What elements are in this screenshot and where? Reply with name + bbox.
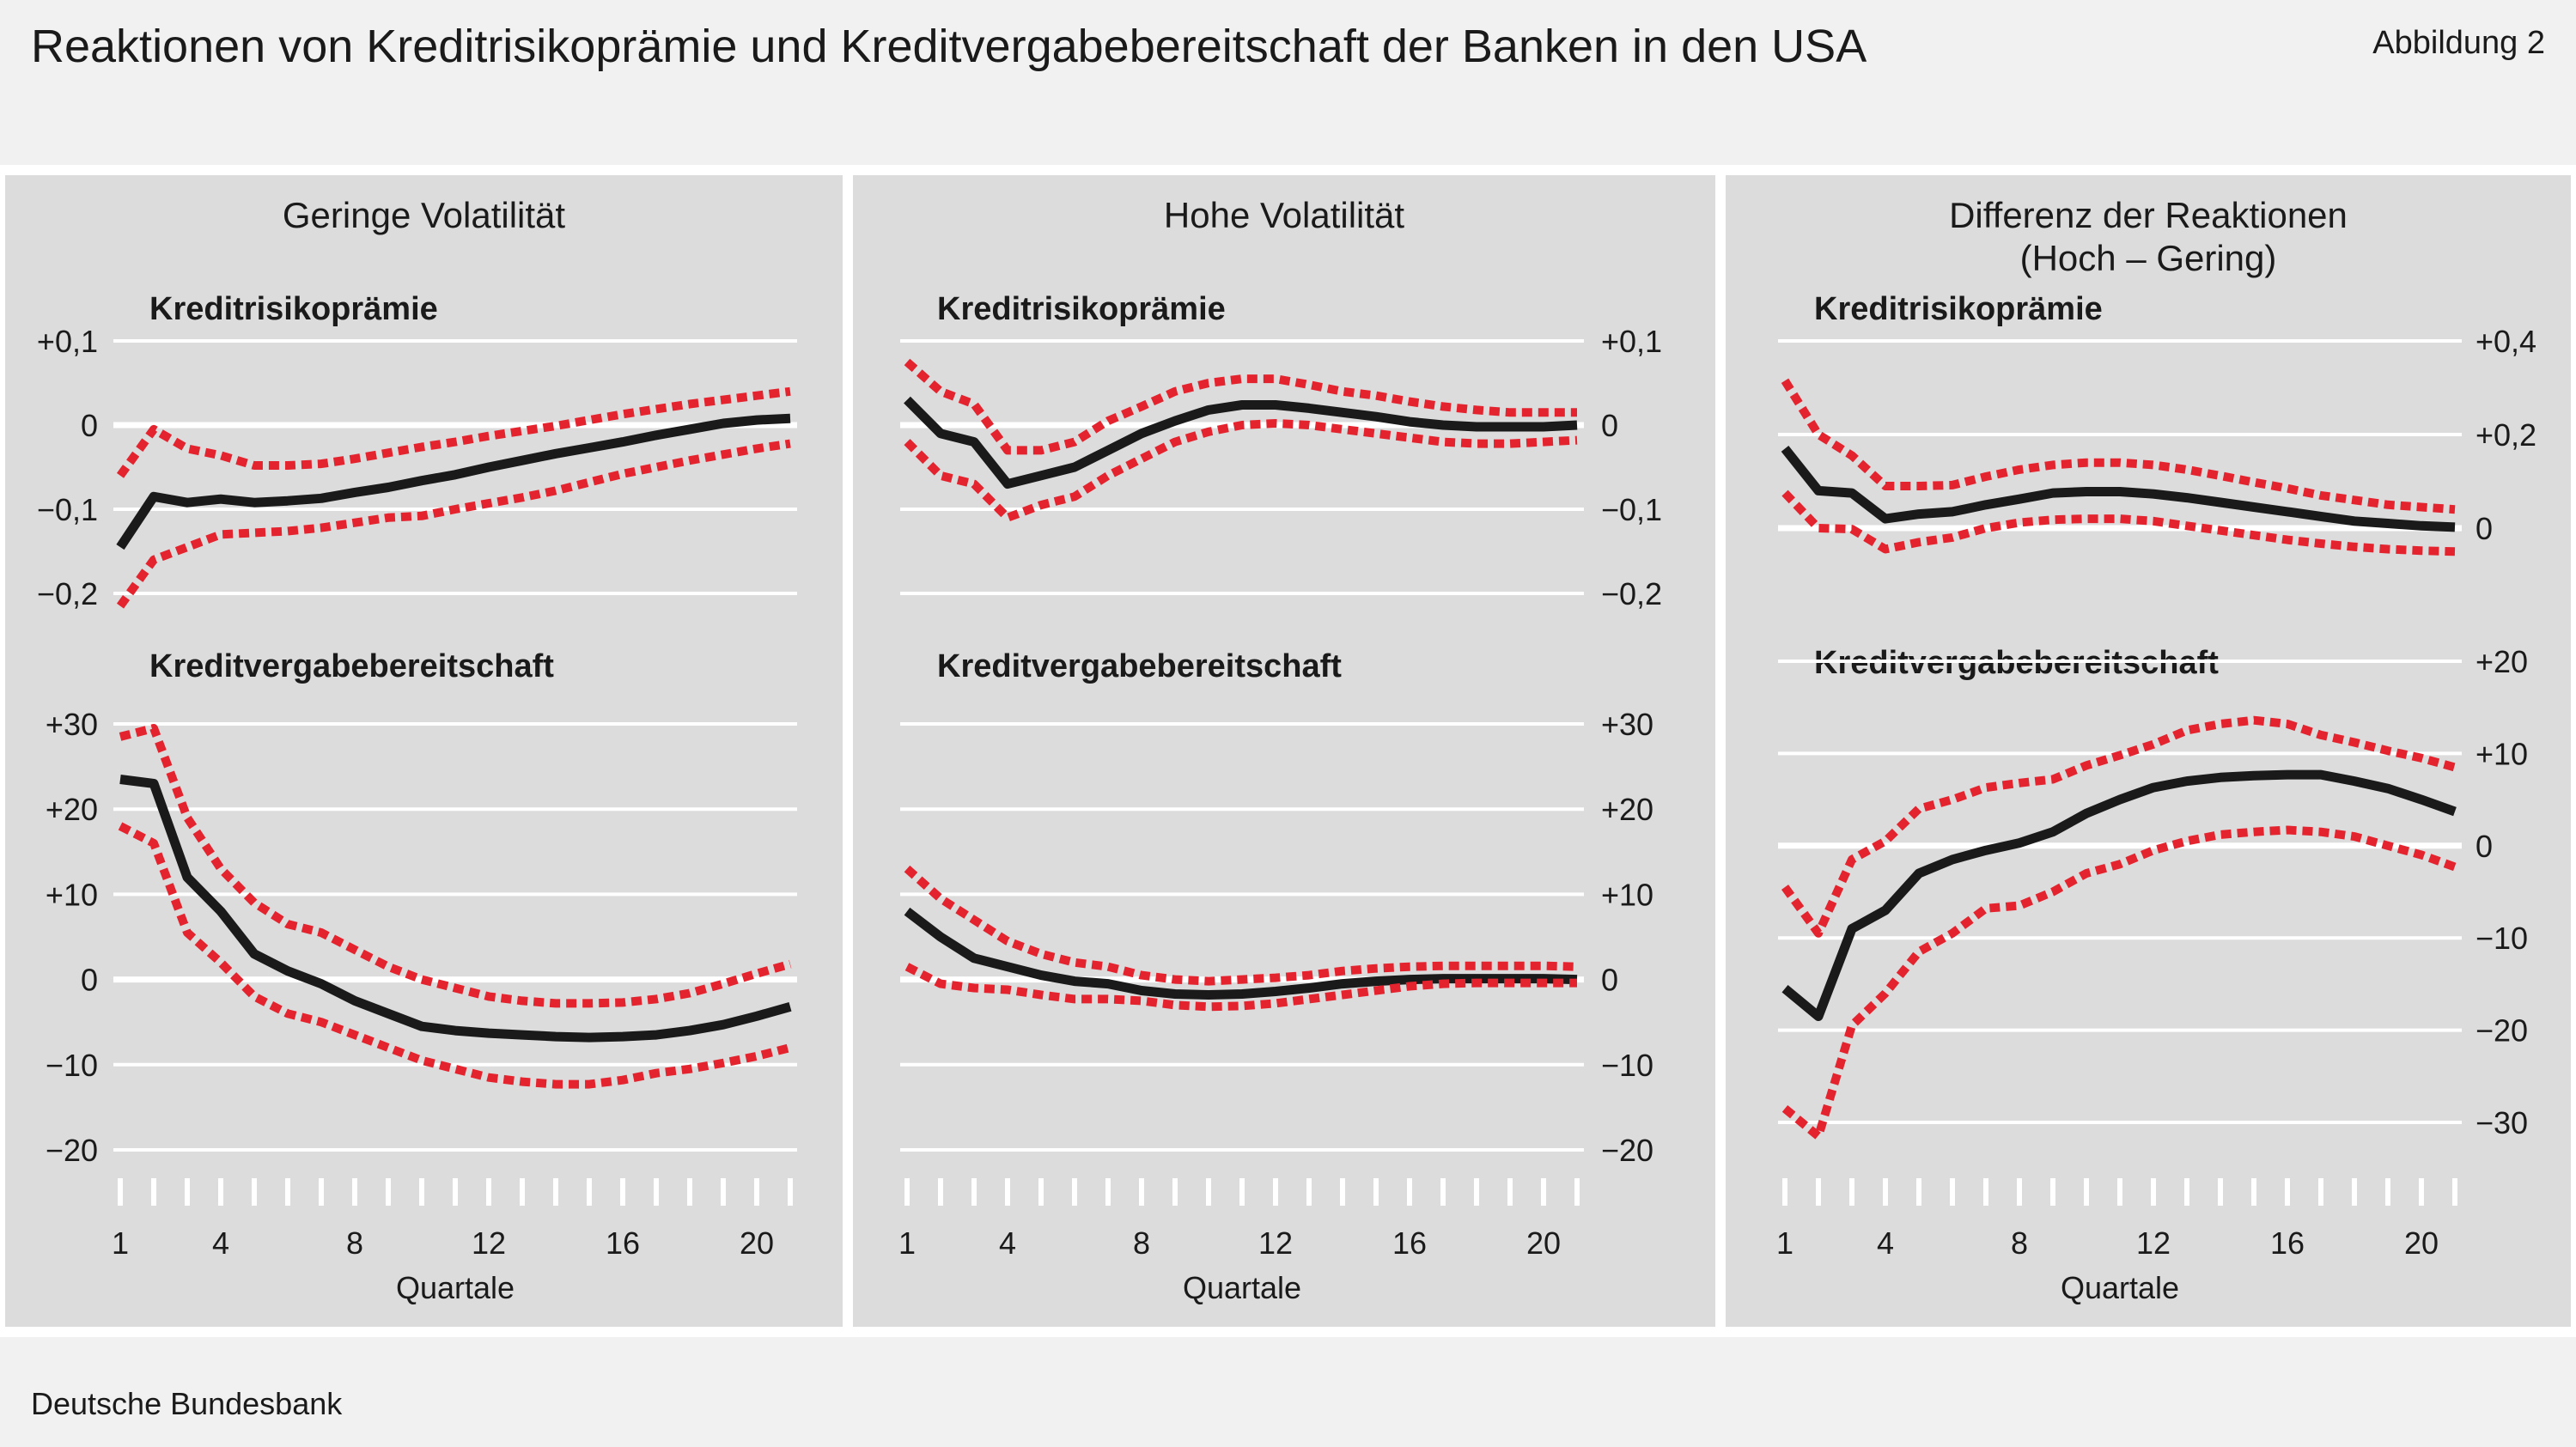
y-tick-label: +30 [1601, 707, 1653, 742]
y-tick-label: 0 [81, 408, 98, 443]
y-tick-label: −0,2 [37, 576, 98, 611]
y-tick-label: +30 [46, 707, 98, 742]
panel-title-line: (Hoch – Gering) [2020, 238, 2277, 278]
y-tick-label: +10 [46, 877, 98, 912]
x-tick-label: 16 [2270, 1225, 2305, 1261]
upper-confidence-band [904, 358, 1577, 455]
x-tick-label: 4 [999, 1225, 1016, 1261]
panel-background [1726, 175, 2571, 1327]
source-note: Deutsche Bundesbank [31, 1386, 343, 1421]
x-tick-label: 1 [1776, 1225, 1793, 1261]
upper-confidence-band [116, 386, 791, 478]
x-axis: 1 4 8 12 16 20 Quartale [112, 1178, 793, 1305]
y-tick-label: −10 [46, 1048, 98, 1083]
subchart-label: Kreditrisikoprämie [1814, 291, 2103, 327]
x-tick-label: 20 [740, 1225, 774, 1261]
x-tick-label: 8 [346, 1225, 363, 1261]
y-tick-label: 0 [2476, 511, 2493, 546]
panel-title: Geringe Volatilität [283, 195, 566, 235]
impulse-response-line [116, 413, 791, 550]
subchart-label: Kreditrisikoprämie [937, 291, 1226, 327]
x-axis-label: Quartale [396, 1270, 515, 1305]
panel-title-line: Differenz der Reaktionen [1949, 195, 2348, 235]
lower-confidence-band [904, 419, 1578, 522]
chart-panel-3: Differenz der Reaktionen(Hoch – Gering) K… [1726, 175, 2571, 1327]
y-tick-label: +20 [46, 792, 98, 827]
chart-title: Reaktionen von Kreditrisikoprämie und Kr… [31, 21, 1867, 72]
y-tick-label: +20 [2476, 644, 2528, 679]
subchart-1: Kreditrisikoprämie +0,1 0 −0,1 −0,2 [37, 291, 797, 611]
x-axis: 1 4 8 12 16 20 Quartale [1776, 1178, 2457, 1305]
impulse-response-line [1781, 769, 2457, 1021]
x-tick-label: 12 [2136, 1225, 2171, 1261]
impulse-response-line [1781, 445, 2456, 532]
x-tick-label: 1 [112, 1225, 129, 1261]
subchart-2: Kreditvergabebereitschaft +20+100−10−20−3… [1778, 644, 2528, 1141]
x-tick-label: 20 [1526, 1225, 1561, 1261]
x-axis-label: Quartale [2061, 1270, 2179, 1305]
x-tick-label: 20 [2404, 1225, 2439, 1261]
x-tick-label: 4 [212, 1225, 229, 1261]
upper-confidence-band [1781, 378, 2456, 514]
x-tick-label: 12 [1258, 1225, 1293, 1261]
x-tick-label: 8 [2011, 1225, 2028, 1261]
y-tick-label: 0 [1601, 408, 1618, 443]
lower-confidence-band [904, 963, 1577, 1012]
lower-confidence-band [1781, 825, 2457, 1141]
y-tick-label: −10 [2476, 921, 2528, 956]
y-tick-label: +20 [1601, 792, 1653, 827]
y-tick-label: −0,1 [1601, 492, 1662, 527]
impulse-response-line [119, 775, 792, 1043]
y-tick-label: +0,4 [2476, 324, 2536, 359]
panel-title: Hohe Volatilität [1164, 195, 1405, 235]
subchart-2: Kreditvergabebereitschaft +30 +20 +10 0 −10 −2… [46, 648, 797, 1168]
lower-confidence-band [116, 439, 791, 609]
upper-confidence-band [1781, 715, 2457, 938]
y-tick-label: −0,2 [1601, 576, 1662, 611]
y-tick-label: +10 [1601, 877, 1653, 912]
subchart-label: Kreditvergabebereitschaft [937, 648, 1342, 684]
subchart-label: Kreditvergabebereitschaft [149, 648, 554, 684]
lower-confidence-band [1781, 489, 2456, 556]
x-tick-label: 8 [1133, 1225, 1150, 1261]
figure-label: Abbildung 2 [2372, 25, 2545, 61]
x-tick-label: 4 [1877, 1225, 1894, 1261]
y-tick-label: +0,1 [1601, 324, 1662, 359]
subchart-label: Kreditrisikoprämie [149, 291, 438, 327]
x-axis: 1 4 8 12 16 20 Quartale [898, 1178, 1580, 1305]
subchart-2: Kreditvergabebereitschaft +30 +20 +10 0 −10 −2… [900, 648, 1653, 1168]
y-tick-label: 0 [1601, 963, 1618, 998]
upper-confidence-band [904, 865, 1578, 986]
y-tick-label: −20 [46, 1133, 98, 1168]
x-tick-label: 16 [1392, 1225, 1427, 1261]
y-tick-label: −20 [1601, 1133, 1653, 1168]
impulse-response-line [904, 396, 1578, 489]
upper-confidence-band [119, 724, 792, 1008]
panel-background [5, 175, 843, 1327]
chart-panel-1: Geringe Volatilität Kreditrisikoprämie +0,… [5, 175, 843, 1327]
y-tick-label: 0 [2476, 829, 2493, 864]
y-tick-label: −30 [2476, 1105, 2528, 1140]
y-tick-label: +0,1 [37, 324, 98, 359]
panel-background [853, 175, 1715, 1327]
x-tick-label: 1 [898, 1225, 916, 1261]
y-tick-label: +0,2 [2476, 417, 2536, 453]
subchart-1: Kreditrisikoprämie +0,4 +0,2 0 [1778, 291, 2536, 556]
y-tick-label: 0 [81, 963, 98, 998]
y-tick-label: +10 [2476, 736, 2528, 771]
x-axis-label: Quartale [1183, 1270, 1301, 1305]
impulse-response-line [904, 907, 1578, 1000]
x-tick-label: 16 [606, 1225, 640, 1261]
x-tick-label: 12 [472, 1225, 506, 1261]
y-tick-label: −10 [1601, 1048, 1653, 1083]
subchart-1: Kreditrisikoprämie +0,1 0 −0,1 −0,2 [900, 291, 1662, 611]
y-tick-label: −0,1 [37, 492, 98, 527]
chart-panel-2: Hohe Volatilität Kreditrisikoprämie +0,1 0 −… [853, 175, 1715, 1327]
y-tick-label: −20 [2476, 1013, 2528, 1049]
